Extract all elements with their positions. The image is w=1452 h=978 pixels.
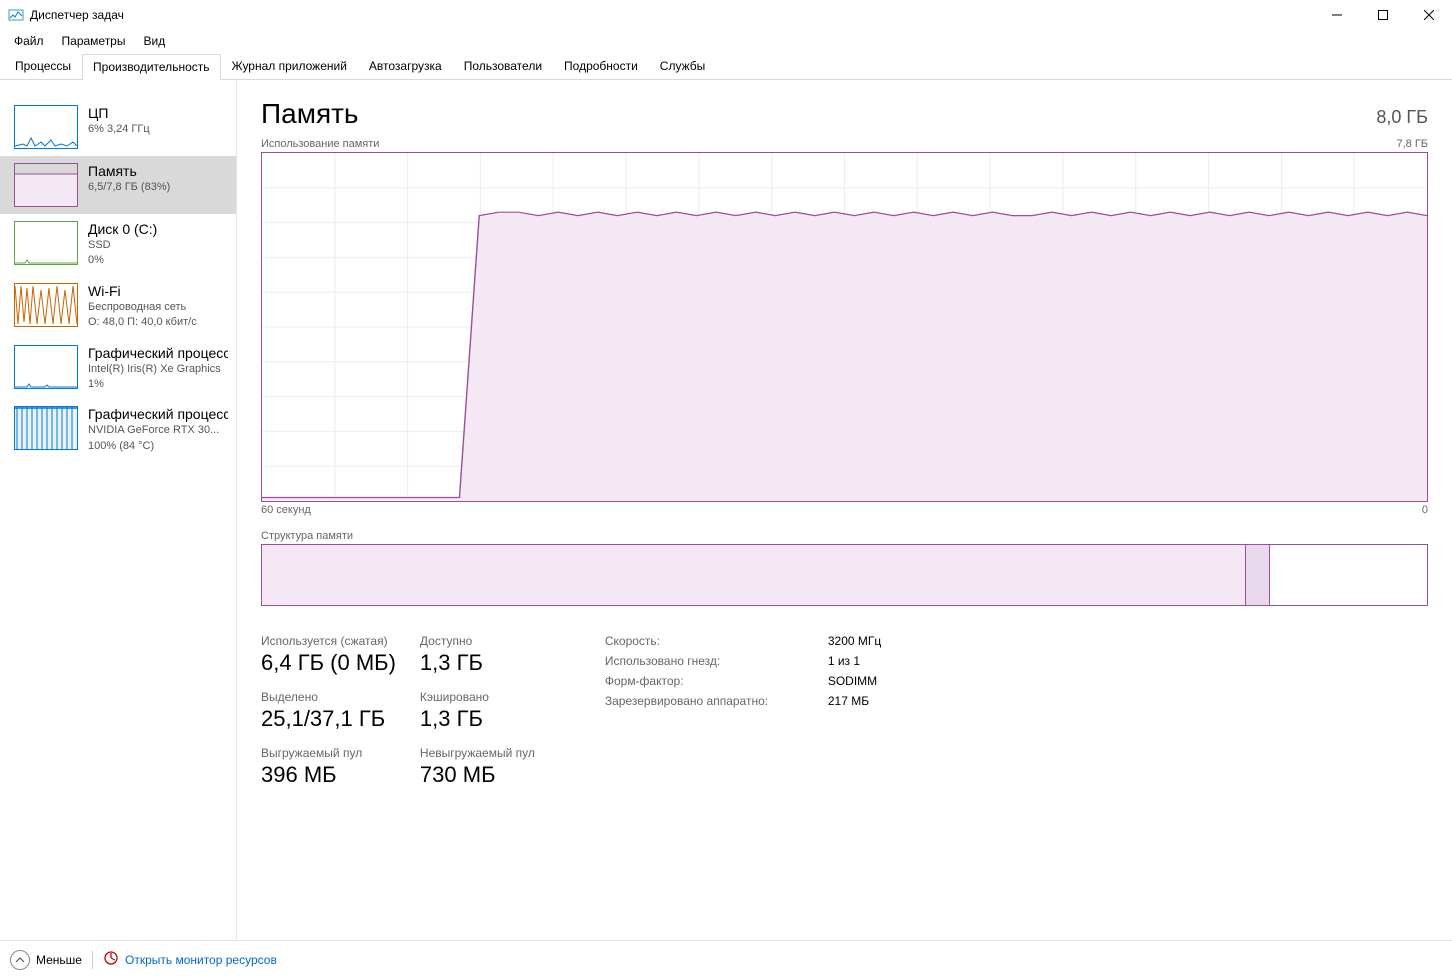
page-title: Память: [261, 98, 359, 130]
stat-block: Выделено 25,1/37,1 ГБ: [261, 690, 396, 732]
sidebar-item-cpu[interactable]: ЦП6% 3,24 ГГц: [0, 98, 236, 156]
sidebar-item-title: ЦП: [88, 105, 228, 121]
footer: Меньше Открыть монитор ресурсов: [0, 940, 1452, 978]
stat-value: 25,1/37,1 ГБ: [261, 706, 396, 732]
tab-performance[interactable]: Производительность: [82, 54, 220, 80]
stat-key: Зарезервировано аппаратно:: [605, 694, 810, 708]
tab-startup[interactable]: Автозагрузка: [358, 53, 453, 79]
sidebar-item-title: Графический процессор 0: [88, 345, 228, 361]
menu-options[interactable]: Параметры: [54, 32, 134, 50]
footer-separator: [92, 951, 93, 969]
sidebar-item-gpu0[interactable]: Графический процессор 0Intel(R) Iris(R) …: [0, 338, 236, 400]
stat-block: Используется (сжатая) 6,4 ГБ (0 МБ): [261, 634, 396, 676]
sidebar-thumb-icon: [14, 163, 78, 207]
stat-value: 1,3 ГБ: [420, 650, 535, 676]
stat-key: Форм-фактор:: [605, 674, 810, 688]
sidebar-item-sub: 6% 3,24 ГГц: [88, 122, 228, 137]
sidebar-item-sub: 100% (84 °C): [88, 439, 228, 454]
stat-key: Скорость:: [605, 634, 810, 648]
close-button[interactable]: [1406, 0, 1452, 30]
stat-value: 6,4 ГБ (0 МБ): [261, 650, 396, 676]
tab-app-history[interactable]: Журнал приложений: [221, 53, 358, 79]
stats-section: Используется (сжатая) 6,4 ГБ (0 МБ) Доступ…: [261, 634, 1428, 788]
minimize-button[interactable]: [1314, 0, 1360, 30]
composition-segment: [1270, 545, 1427, 605]
main-panel: Память 8,0 ГБ Использование памяти 7,8 Г…: [237, 80, 1452, 940]
resource-monitor-icon: [103, 950, 119, 969]
sidebar-item-sub: 1%: [88, 377, 228, 392]
stat-row: Зарезервировано аппаратно: 217 МБ: [605, 694, 881, 708]
open-resource-monitor-link[interactable]: Открыть монитор ресурсов: [103, 950, 277, 969]
sidebar-item-memory[interactable]: Память6,5/7,8 ГБ (83%): [0, 156, 236, 214]
composition-label: Структура памяти: [261, 530, 353, 542]
tab-details[interactable]: Подробности: [553, 53, 649, 79]
sidebar-thumb-icon: [14, 283, 78, 327]
stat-label: Кэшировано: [420, 690, 535, 704]
sidebar-item-sub: SSD: [88, 238, 228, 253]
memory-composition-bar: [261, 544, 1428, 606]
sidebar-item-sub: 6,5/7,8 ГБ (83%): [88, 180, 228, 195]
stat-block: Невыгружаемый пул 730 МБ: [420, 746, 535, 788]
stat-value: 730 МБ: [420, 762, 535, 788]
stat-label: Используется (сжатая): [261, 634, 396, 648]
sidebar-item-title: Wi-Fi: [88, 283, 228, 299]
stat-block: Выгружаемый пул 396 МБ: [261, 746, 396, 788]
composition-segment: [262, 545, 1246, 605]
stat-value: 1 из 1: [828, 654, 860, 668]
sidebar-item-sub: NVIDIA GeForce RTX 30...: [88, 423, 228, 438]
tabbar: Процессы Производительность Журнал прило…: [0, 52, 1452, 80]
app-icon: [8, 7, 24, 23]
sidebar-thumb-icon: [14, 345, 78, 389]
sidebar-item-sub: 0%: [88, 253, 228, 268]
menu-view[interactable]: Вид: [135, 32, 173, 50]
sidebar-item-gpu1[interactable]: Графический процессор 1NVIDIA GeForce RT…: [0, 399, 236, 461]
menu-file[interactable]: Файл: [6, 32, 52, 50]
memory-total: 8,0 ГБ: [1376, 107, 1428, 128]
stat-value: SODIMM: [828, 674, 877, 688]
sidebar-item-wifi[interactable]: Wi-FiБеспроводная сетьО: 48,0 П: 40,0 кб…: [0, 276, 236, 338]
sidebar-item-title: Графический процессор 1: [88, 406, 228, 422]
stat-value: 396 МБ: [261, 762, 396, 788]
stat-label: Выгружаемый пул: [261, 746, 396, 760]
sidebar-item-sub: Intel(R) Iris(R) Xe Graphics: [88, 362, 228, 377]
chart-bottom-right: 0: [1422, 504, 1428, 516]
stat-block: Доступно 1,3 ГБ: [420, 634, 535, 676]
sidebar-thumb-icon: [14, 105, 78, 149]
stat-row: Форм-фактор: SODIMM: [605, 674, 881, 688]
sidebar-item-disk[interactable]: Диск 0 (C:)SSD0%: [0, 214, 236, 276]
fewer-details-label: Меньше: [36, 953, 82, 967]
tab-users[interactable]: Пользователи: [453, 53, 553, 79]
sidebar: ЦП6% 3,24 ГГцПамять6,5/7,8 ГБ (83%)Диск …: [0, 80, 237, 940]
chart-bottom-left: 60 секунд: [261, 504, 311, 516]
stat-key: Использовано гнезд:: [605, 654, 810, 668]
stat-row: Скорость: 3200 МГц: [605, 634, 881, 648]
stat-label: Выделено: [261, 690, 396, 704]
sidebar-thumb-icon: [14, 406, 78, 450]
chevron-up-icon: [10, 950, 30, 970]
stat-value: 217 МБ: [828, 694, 869, 708]
tab-services[interactable]: Службы: [649, 53, 716, 79]
sidebar-item-title: Память: [88, 163, 228, 179]
stat-block: Кэшировано 1,3 ГБ: [420, 690, 535, 732]
sidebar-item-title: Диск 0 (C:): [88, 221, 228, 237]
sidebar-thumb-icon: [14, 221, 78, 265]
window-title: Диспетчер задач: [30, 8, 1314, 22]
stat-row: Использовано гнезд: 1 из 1: [605, 654, 881, 668]
stat-value: 3200 МГц: [828, 634, 881, 648]
stat-label: Доступно: [420, 634, 535, 648]
maximize-button[interactable]: [1360, 0, 1406, 30]
chart-label-left: Использование памяти: [261, 138, 379, 150]
titlebar: Диспетчер задач: [0, 0, 1452, 30]
composition-segment: [1246, 545, 1269, 605]
fewer-details-button[interactable]: Меньше: [10, 950, 82, 970]
tab-processes[interactable]: Процессы: [4, 53, 82, 79]
chart-label-right: 7,8 ГБ: [1396, 138, 1428, 150]
stat-value: 1,3 ГБ: [420, 706, 535, 732]
sidebar-item-sub: Беспроводная сеть: [88, 300, 228, 315]
open-resource-monitor-label: Открыть монитор ресурсов: [125, 953, 277, 967]
stat-label: Невыгружаемый пул: [420, 746, 535, 760]
sidebar-item-sub: О: 48,0 П: 40,0 кбит/с: [88, 315, 228, 330]
menubar: Файл Параметры Вид: [0, 30, 1452, 52]
memory-usage-chart: [261, 152, 1428, 502]
